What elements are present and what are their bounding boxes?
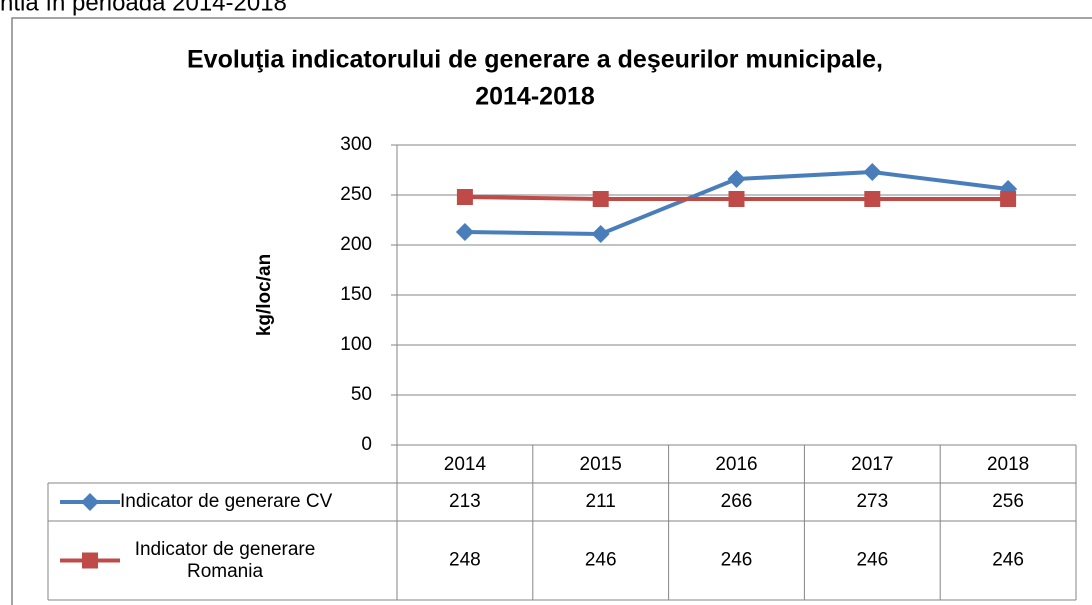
legend-label: Indicator de generare Romania [134,538,316,582]
x-tick-label: 2017 [851,454,893,475]
table-value: 246 [585,550,617,571]
marker [863,163,882,181]
chart-frame [11,17,1092,605]
marker [456,189,473,205]
y-tick-label: 300 [340,134,372,155]
y-axis-label: kg/loc/an [254,254,275,336]
marker [727,170,746,188]
y-tick-label: 250 [340,184,372,205]
chart-title: 2014-2018 [475,83,595,111]
marker [1000,191,1017,207]
table-value: 266 [721,491,753,512]
table-value: 273 [856,491,888,512]
marker [455,223,474,241]
marker [864,191,881,207]
table-value: 256 [992,491,1024,512]
legend-marker [81,493,99,511]
table-value: 213 [449,491,481,512]
chart-title: Evoluţia indicatorului de generare a deş… [187,46,883,74]
table-value: 246 [721,550,753,571]
marker [592,191,609,207]
marker [728,191,745,207]
x-tick-label: 2015 [580,454,622,475]
table-value: 211 [586,491,616,512]
x-tick-label: 2016 [715,454,757,475]
marker [591,225,610,243]
table-value: 246 [856,550,888,571]
y-tick-label: 150 [340,284,372,305]
table-value: 246 [992,550,1024,571]
y-tick-label: 100 [340,334,372,355]
caption: ntia în perioada 2014-2018 [0,0,287,16]
y-tick-label: 50 [351,384,372,405]
legend-marker [82,552,98,569]
table-value: 248 [449,550,481,571]
x-tick-label: 2014 [444,454,487,475]
y-tick-label: 0 [361,434,372,455]
legend-label: Indicator de generare CV [120,491,333,512]
y-tick-label: 200 [340,234,372,255]
x-tick-label: 2018 [987,454,1029,475]
